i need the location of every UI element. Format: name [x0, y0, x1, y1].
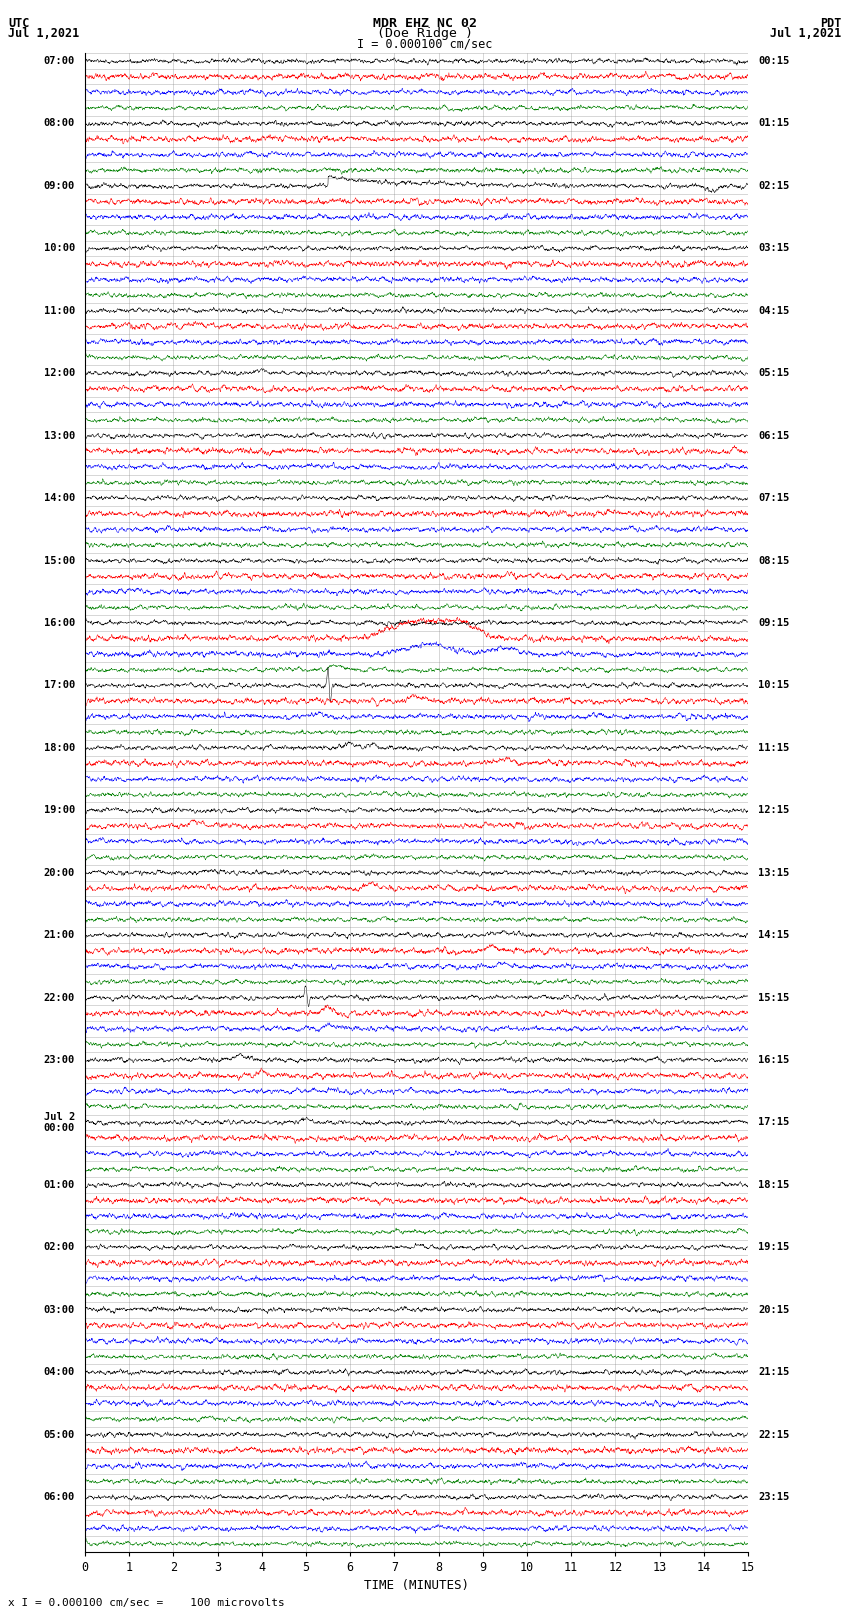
- Text: 18:15: 18:15: [758, 1179, 789, 1190]
- Text: I = 0.000100 cm/sec: I = 0.000100 cm/sec: [357, 37, 493, 52]
- Text: 12:15: 12:15: [758, 805, 789, 815]
- Text: 02:00: 02:00: [44, 1242, 75, 1252]
- Text: MDR EHZ NC 02: MDR EHZ NC 02: [373, 18, 477, 31]
- Text: Jul 2
00:00: Jul 2 00:00: [44, 1111, 75, 1134]
- Text: 05:15: 05:15: [758, 368, 789, 377]
- Text: 22:00: 22:00: [44, 992, 75, 1003]
- Text: 02:15: 02:15: [758, 181, 789, 190]
- Text: 18:00: 18:00: [44, 744, 75, 753]
- Text: UTC: UTC: [8, 18, 30, 31]
- Text: 23:00: 23:00: [44, 1055, 75, 1065]
- X-axis label: TIME (MINUTES): TIME (MINUTES): [364, 1579, 469, 1592]
- Text: 04:15: 04:15: [758, 306, 789, 316]
- Text: 12:00: 12:00: [44, 368, 75, 377]
- Text: 06:15: 06:15: [758, 431, 789, 440]
- Text: 17:00: 17:00: [44, 681, 75, 690]
- Text: 08:15: 08:15: [758, 555, 789, 566]
- Text: 07:00: 07:00: [44, 56, 75, 66]
- Text: 07:15: 07:15: [758, 494, 789, 503]
- Text: 21:00: 21:00: [44, 931, 75, 940]
- Text: 06:00: 06:00: [44, 1492, 75, 1502]
- Text: 15:00: 15:00: [44, 555, 75, 566]
- Text: 03:15: 03:15: [758, 244, 789, 253]
- Text: (Doe Ridge ): (Doe Ridge ): [377, 27, 473, 40]
- Text: 08:00: 08:00: [44, 118, 75, 129]
- Text: 10:15: 10:15: [758, 681, 789, 690]
- Text: 19:00: 19:00: [44, 805, 75, 815]
- Text: 14:00: 14:00: [44, 494, 75, 503]
- Text: x I = 0.000100 cm/sec =    100 microvolts: x I = 0.000100 cm/sec = 100 microvolts: [8, 1598, 286, 1608]
- Text: 21:15: 21:15: [758, 1368, 789, 1378]
- Text: 09:00: 09:00: [44, 181, 75, 190]
- Text: 19:15: 19:15: [758, 1242, 789, 1252]
- Text: 09:15: 09:15: [758, 618, 789, 627]
- Text: 23:15: 23:15: [758, 1492, 789, 1502]
- Text: 13:15: 13:15: [758, 868, 789, 877]
- Text: 00:15: 00:15: [758, 56, 789, 66]
- Text: 15:15: 15:15: [758, 992, 789, 1003]
- Text: 13:00: 13:00: [44, 431, 75, 440]
- Text: Jul 1,2021: Jul 1,2021: [770, 27, 842, 40]
- Text: 11:00: 11:00: [44, 306, 75, 316]
- Text: 01:00: 01:00: [44, 1179, 75, 1190]
- Text: PDT: PDT: [820, 18, 842, 31]
- Text: 20:00: 20:00: [44, 868, 75, 877]
- Text: 16:15: 16:15: [758, 1055, 789, 1065]
- Text: 04:00: 04:00: [44, 1368, 75, 1378]
- Text: 05:00: 05:00: [44, 1429, 75, 1440]
- Text: 14:15: 14:15: [758, 931, 789, 940]
- Text: 10:00: 10:00: [44, 244, 75, 253]
- Text: 17:15: 17:15: [758, 1118, 789, 1127]
- Text: 03:00: 03:00: [44, 1305, 75, 1315]
- Text: 22:15: 22:15: [758, 1429, 789, 1440]
- Text: 01:15: 01:15: [758, 118, 789, 129]
- Text: 16:00: 16:00: [44, 618, 75, 627]
- Text: 11:15: 11:15: [758, 744, 789, 753]
- Text: Jul 1,2021: Jul 1,2021: [8, 27, 80, 40]
- Text: 20:15: 20:15: [758, 1305, 789, 1315]
